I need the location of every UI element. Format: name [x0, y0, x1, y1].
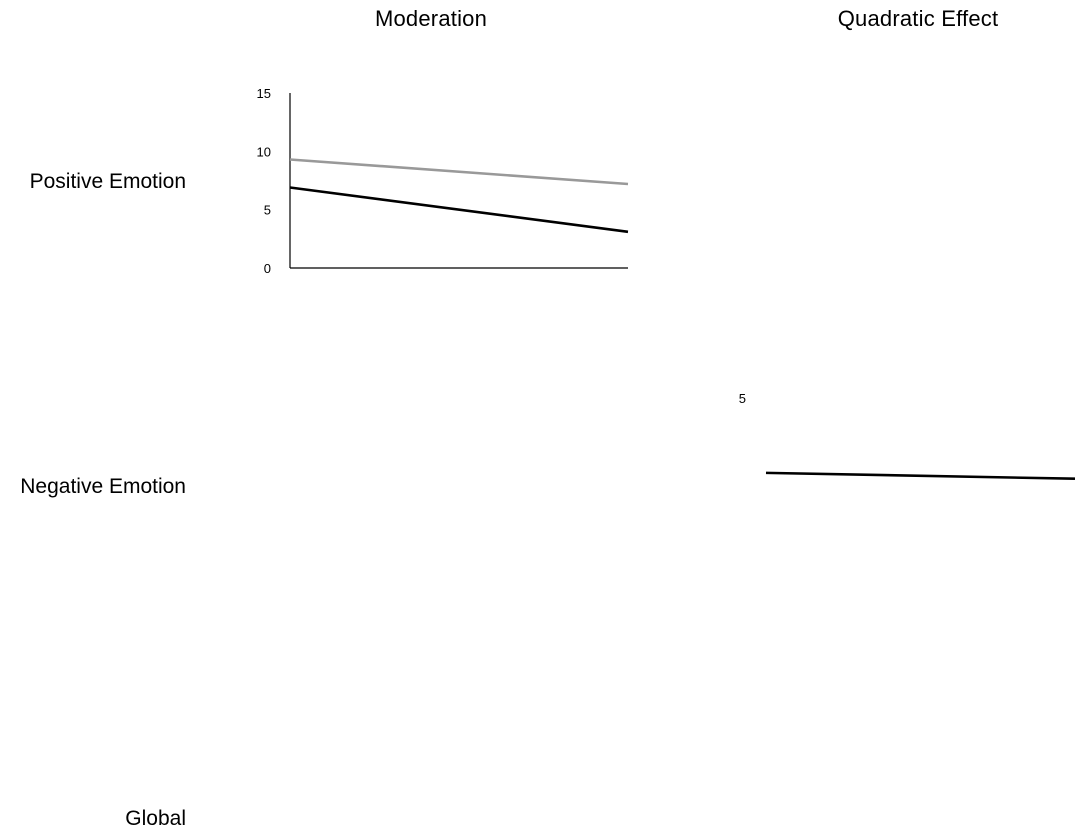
- y-tick-label-0: 0: [264, 261, 271, 276]
- series-line-1: [289, 186, 629, 234]
- row-label-global: Global: [125, 807, 186, 830]
- row-label-positive-emotion: Positive Emotion: [29, 170, 186, 193]
- y-tick-label-quadratic-0: 5: [739, 391, 746, 406]
- series-line-0: [289, 158, 629, 186]
- column-header-moderation: Moderation: [374, 6, 488, 31]
- column-header-quadratic-effect: Quadratic Effect: [837, 6, 999, 31]
- y-tick-label-2: 10: [257, 144, 271, 159]
- row-label-negative-emotion: Negative Emotion: [20, 475, 186, 498]
- y-tick-label-1: 5: [264, 203, 271, 218]
- y-tick-label-3: 15: [257, 86, 271, 101]
- series-line-quadratic-0: [765, 471, 1075, 481]
